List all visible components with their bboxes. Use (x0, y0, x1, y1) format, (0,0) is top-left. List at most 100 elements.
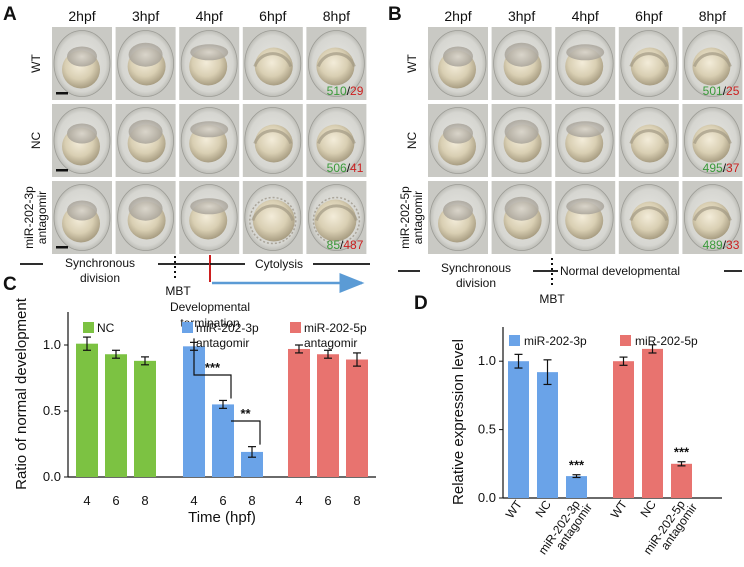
embryo-image (682, 27, 743, 100)
x-axis-label: Time (hpf) (188, 509, 256, 526)
epiboly-margin (314, 204, 358, 222)
normal-count: 510 (327, 84, 347, 98)
x-tick-label: 6 (112, 493, 119, 508)
embryo-image (179, 181, 240, 254)
embryo-image (555, 181, 616, 254)
panel-a: A 2hpf 3hpf 4hpf 6hpf 8hpfWT510/29NC506/41mi… (3, 4, 370, 330)
embryo-image (682, 104, 743, 177)
embryo-row: miR-202-5p antagomir 489/33 (398, 181, 743, 254)
embryo-image (242, 27, 303, 100)
embryo-image (306, 181, 367, 254)
scale-bar (56, 169, 68, 172)
timepoint-header: 3hpf (132, 8, 159, 24)
row-label: NC (29, 132, 43, 150)
bar (642, 348, 663, 498)
embryo-image (618, 27, 679, 100)
row-label-line: antagomir (35, 191, 49, 244)
embryo-image (618, 104, 679, 177)
row-label: NC (405, 132, 419, 150)
embryo-row: miR-202-3p antagomir 85/487 (22, 181, 367, 254)
embryo-image (179, 104, 240, 177)
embryo-row: NC 495/37 (405, 104, 743, 177)
epiboly-margin (629, 52, 669, 68)
x-tick-label: 8 (248, 493, 255, 508)
panel-b: B 2hpf 3hpf 4hpf 6hpf 8hpfWT501/25NC495/37mi… (388, 4, 743, 306)
normal-count: 489 (703, 238, 723, 252)
blastoderm (504, 119, 539, 144)
embryo-row: NC 506/41 (29, 104, 367, 177)
legend-swatch (509, 335, 520, 346)
bar (508, 361, 529, 498)
embryo-row: WT 501/25 (405, 27, 743, 100)
embryo-image (242, 181, 303, 254)
count-separator: / (723, 161, 727, 175)
panel-label-a: A (3, 4, 17, 25)
termination-label: termination (180, 316, 239, 330)
count-separator: / (340, 238, 344, 252)
embryo-image (306, 27, 367, 100)
embryo-image (618, 181, 679, 254)
legend-swatch (83, 322, 94, 333)
blastoderm (443, 123, 473, 144)
legend-label: miR-202-3p (196, 321, 259, 335)
significance-bracket (193, 338, 232, 399)
embryo-count: 489/33 (703, 238, 740, 252)
timeline-label: Synchronous (441, 261, 511, 275)
bar (241, 451, 263, 477)
x-tick-label: WT (503, 497, 526, 521)
x-tick-label: 6 (324, 493, 331, 508)
x-tick-label: NC (533, 497, 555, 520)
significance-bracket (231, 420, 261, 445)
embryo-image (52, 104, 112, 177)
blastoderm (566, 198, 605, 215)
bar (76, 343, 98, 477)
bar (671, 463, 692, 498)
normal-count: 501 (703, 84, 723, 98)
embryo-row: WT 510/29 (29, 27, 367, 100)
bar (317, 354, 339, 477)
embryo-image (242, 104, 303, 177)
timepoint-header: 6hpf (259, 8, 286, 24)
embryo-count: 501/25 (703, 84, 740, 98)
panel-label-c: C (3, 274, 17, 295)
bar (537, 372, 558, 498)
timepoint-header: 2hpf (68, 8, 95, 24)
blastoderm (67, 46, 97, 67)
row-label-line: miR-202-5p (398, 186, 412, 249)
embryo-image (115, 181, 176, 254)
embryo-image (306, 104, 367, 177)
timepoint-header: 3hpf (508, 8, 535, 24)
termination-label: Developmental (170, 300, 250, 314)
normal-count: 495 (703, 161, 723, 175)
epiboly-margin (629, 129, 669, 145)
bar (134, 360, 156, 477)
y-tick-label: 0.0 (43, 469, 61, 484)
significance-label: *** (205, 360, 221, 375)
epiboly-margin (316, 52, 356, 68)
scale-bar (56, 92, 68, 95)
embryo-image (555, 27, 616, 100)
bar (212, 404, 234, 477)
y-tick-label: 1.0 (43, 337, 61, 352)
embryo-image (491, 27, 552, 100)
embryo-image (682, 181, 743, 254)
significance-label: *** (674, 445, 690, 460)
count-separator: / (723, 84, 727, 98)
embryo-count: 506/41 (327, 161, 364, 175)
blastoderm (190, 121, 229, 138)
blastoderm (67, 123, 97, 144)
y-tick-label: 0.5 (43, 403, 61, 418)
blastoderm (443, 46, 473, 67)
cytolysis-label: Cytolysis (255, 257, 303, 271)
blastoderm (128, 42, 163, 67)
epiboly-margin (253, 129, 293, 145)
blastoderm (566, 121, 605, 138)
embryo-image (428, 27, 488, 100)
embryo-count: 495/37 (703, 161, 740, 175)
blastoderm (190, 44, 229, 61)
y-tick-label: 0.5 (478, 422, 496, 437)
epiboly-margin (692, 52, 732, 68)
blastoderm (504, 196, 539, 221)
